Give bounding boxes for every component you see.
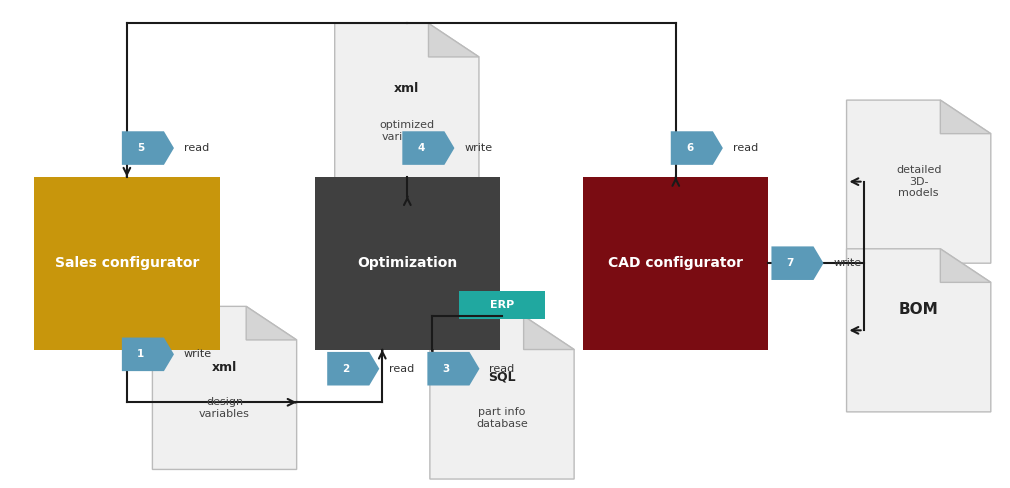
- Polygon shape: [846, 249, 991, 412]
- Text: 4: 4: [417, 143, 425, 153]
- Text: optimized
variables: optimized variables: [380, 121, 434, 142]
- Polygon shape: [671, 131, 723, 165]
- Text: read: read: [490, 364, 515, 374]
- Text: read: read: [389, 364, 414, 374]
- Text: Optimization: Optimization: [358, 256, 458, 270]
- Polygon shape: [430, 316, 574, 479]
- Polygon shape: [402, 131, 454, 165]
- Text: xml: xml: [394, 81, 419, 95]
- Text: 2: 2: [342, 364, 349, 374]
- Text: part info
database: part info database: [476, 407, 528, 428]
- Polygon shape: [940, 249, 991, 283]
- Text: read: read: [184, 143, 209, 153]
- Polygon shape: [122, 338, 174, 371]
- Text: xml: xml: [212, 361, 237, 374]
- Text: write: write: [833, 258, 862, 268]
- Text: Sales configurator: Sales configurator: [55, 256, 199, 270]
- Text: 3: 3: [442, 364, 449, 374]
- FancyBboxPatch shape: [315, 177, 500, 349]
- Polygon shape: [523, 316, 574, 349]
- Text: write: write: [465, 143, 493, 153]
- Polygon shape: [846, 100, 991, 263]
- Text: write: write: [184, 349, 212, 359]
- Polygon shape: [334, 23, 479, 196]
- Text: SQL: SQL: [488, 370, 516, 384]
- Text: BOM: BOM: [899, 303, 938, 318]
- Text: 5: 5: [137, 143, 144, 153]
- Polygon shape: [427, 352, 480, 386]
- Polygon shape: [428, 23, 479, 57]
- Text: 7: 7: [787, 258, 794, 268]
- Text: CAD configurator: CAD configurator: [608, 256, 743, 270]
- Polygon shape: [122, 131, 174, 165]
- Text: read: read: [733, 143, 759, 153]
- Text: design
variables: design variables: [199, 398, 249, 419]
- FancyBboxPatch shape: [583, 177, 769, 349]
- Polygon shape: [327, 352, 380, 386]
- Text: 6: 6: [686, 143, 693, 153]
- Polygon shape: [153, 306, 297, 469]
- Polygon shape: [940, 100, 991, 134]
- Text: detailed
3D-
models: detailed 3D- models: [896, 165, 941, 198]
- Text: 1: 1: [137, 349, 144, 359]
- Polygon shape: [246, 306, 297, 340]
- Polygon shape: [772, 246, 823, 280]
- FancyBboxPatch shape: [34, 177, 219, 349]
- FancyBboxPatch shape: [459, 291, 545, 319]
- Text: ERP: ERP: [490, 300, 514, 310]
